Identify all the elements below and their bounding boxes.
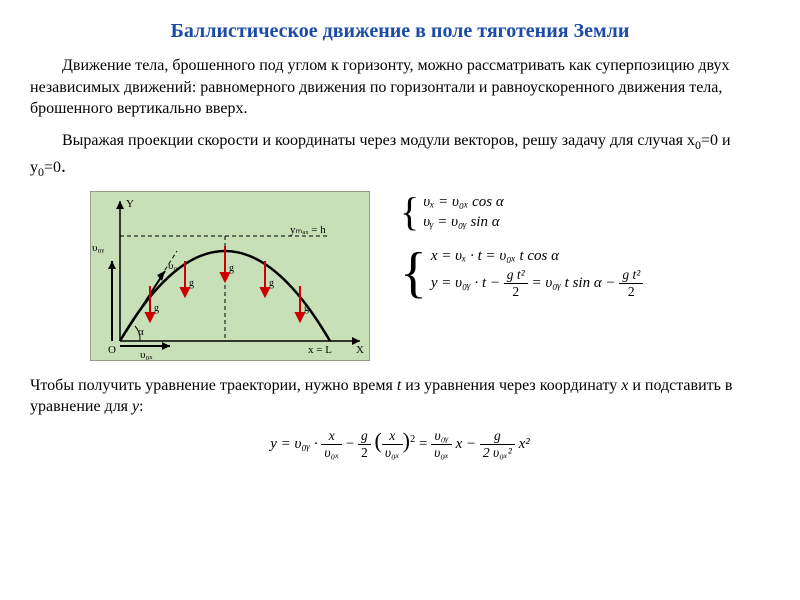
origin-label: O [108, 344, 116, 356]
paragraph-2: Выражая проекции скорости и координаты ч… [30, 130, 770, 181]
eq-vx: υₓ = υ₀ₓ cos α [423, 193, 504, 211]
v0x-label: υ₀ₓ [140, 349, 153, 361]
p2-dot: . [61, 155, 66, 177]
page-title: Баллистическое движение в поле тяготения… [30, 20, 770, 43]
g-label-1: g [154, 303, 159, 314]
p2-text-c: =0 [44, 159, 61, 176]
eq-group-1: { υₓ = υ₀ₓ cos α υᵧ = υ₀ᵧ sin α [400, 191, 643, 233]
paragraph-3: Чтобы получить уравнение траектории, нуж… [30, 375, 770, 418]
axis-x-label: X [356, 344, 364, 356]
v0-label: υ₀ [168, 260, 177, 272]
p3-d: : [139, 398, 143, 415]
axis-y-label: Y [126, 198, 134, 210]
alpha-label: α [138, 326, 144, 338]
eq-x: x = υₓ · t = υ₀ₓ t cos α [431, 247, 643, 265]
p3-b: из уравнения через координату [401, 377, 621, 394]
trajectory-diagram: Y X O υ₀ υ₀ₓ υ₀ᵧ g g g g g [90, 191, 370, 361]
equations-column: { υₓ = υ₀ₓ cos α υᵧ = υ₀ᵧ sin α { x = υₓ… [400, 191, 643, 314]
brace-2: { [400, 245, 427, 301]
brace-1: { [400, 192, 419, 232]
g-label-2: g [189, 278, 194, 289]
ymax-label: yₘₐₓ = h [290, 224, 326, 236]
eq-vy: υᵧ = υ₀ᵧ sin α [423, 213, 504, 231]
eq-group-2: { x = υₓ · t = υ₀ₓ t cos α y = υ₀ᵧ · t −… [400, 245, 643, 302]
p2-text-a: Выражая проекции скорости и координаты ч… [62, 132, 695, 149]
g-label-5: g [304, 303, 309, 314]
xl-label: x = L [308, 344, 332, 356]
diagram-equations-row: Y X O υ₀ υ₀ₓ υ₀ᵧ g g g g g [90, 191, 770, 361]
final-equation: y = υ₀ᵧ · xυ₀ₓ − g2 (xυ₀ₓ)2 = υ₀ᵧυ₀ₓ x −… [30, 428, 770, 461]
v0y-label: υ₀ᵧ [92, 242, 104, 254]
g-label-4: g [269, 278, 274, 289]
p3-a: Чтобы получить уравнение траектории, нуж… [30, 377, 397, 394]
paragraph-1: Движение тела, брошенного под углом к го… [30, 55, 770, 120]
g-label-3: g [229, 263, 234, 274]
eq-y: y = υ₀ᵧ · t − g t²2 = υ₀ᵧ t sin α − g t²… [431, 267, 643, 300]
